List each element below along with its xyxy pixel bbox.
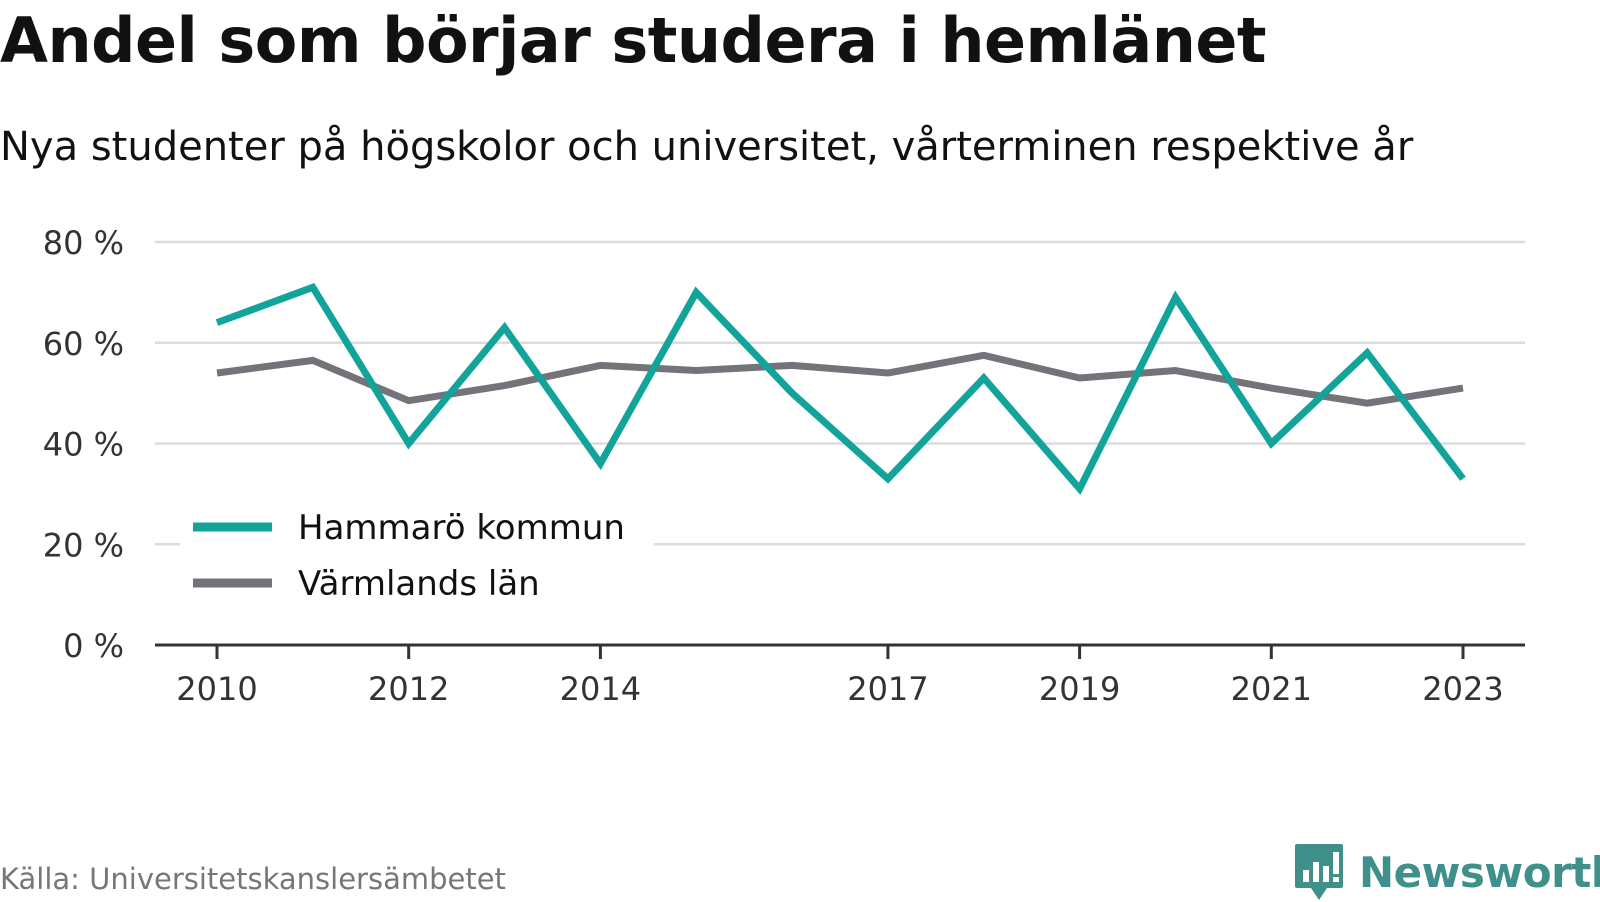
y-axis-ticks: 0 % 20 % 40 % 60 % 80 % (43, 224, 124, 665)
legend: Hammarö kommun Värmlands län (180, 500, 654, 612)
y-tick-label-40: 40 % (43, 426, 124, 464)
legend-label-0: Hammarö kommun (298, 508, 625, 548)
source-note: Källa: Universitetskanslersämbetet (0, 862, 506, 896)
series-line-1 (216, 351, 1464, 407)
x-tick-label-2019: 2019 (1039, 670, 1120, 708)
series-lines (215, 283, 1466, 496)
x-tick-label-2012: 2012 (368, 670, 449, 708)
y-tick-label-80: 80 % (43, 224, 124, 262)
x-tick-label-2023: 2023 (1422, 670, 1503, 708)
series-line-0 (215, 283, 1466, 496)
x-axis-ticks: 2010 2012 2014 2017 2019 2021 2023 (176, 645, 1504, 708)
y-tick-label-60: 60 % (43, 325, 124, 363)
x-tick-label-2017: 2017 (847, 670, 928, 708)
x-tick-label-2010: 2010 (176, 670, 257, 708)
chart-subtitle: Nya studenter på högskolor och universit… (0, 124, 1414, 170)
x-tick-label-2021: 2021 (1231, 670, 1312, 708)
legend-label-1: Värmlands län (298, 564, 540, 604)
y-tick-label-20: 20 % (43, 526, 124, 564)
legend-background (180, 500, 654, 612)
brand-logo: Newsworthy (1293, 842, 1600, 902)
x-tick-label-2014: 2014 (560, 670, 641, 708)
chart-title: Andel som börjar studera i hemlänet (0, 4, 1267, 77)
brand-name: Newsworthy (1359, 847, 1600, 897)
chart-bubble-icon (1295, 844, 1343, 900)
y-tick-label-0: 0 % (63, 627, 124, 665)
